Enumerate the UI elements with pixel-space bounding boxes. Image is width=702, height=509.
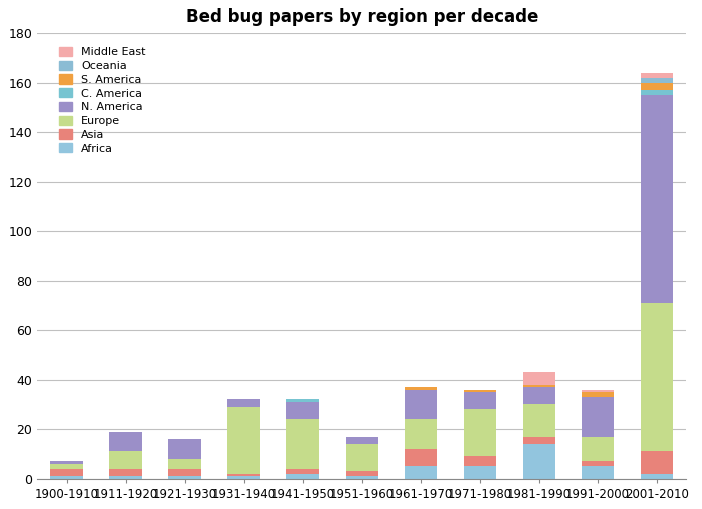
Bar bbox=[641, 474, 673, 478]
Bar bbox=[168, 476, 201, 478]
Title: Bed bug papers by region per decade: Bed bug papers by region per decade bbox=[185, 8, 538, 26]
Bar bbox=[463, 409, 496, 457]
Bar bbox=[522, 385, 555, 387]
Bar bbox=[345, 471, 378, 476]
Bar bbox=[641, 73, 673, 78]
Bar bbox=[110, 476, 142, 478]
Bar bbox=[286, 402, 319, 419]
Bar bbox=[641, 78, 673, 83]
Bar bbox=[582, 397, 614, 437]
Bar bbox=[404, 466, 437, 478]
Bar bbox=[641, 451, 673, 474]
Bar bbox=[345, 437, 378, 444]
Bar bbox=[286, 469, 319, 474]
Bar bbox=[51, 464, 83, 469]
Bar bbox=[404, 389, 437, 419]
Bar bbox=[522, 405, 555, 437]
Bar bbox=[522, 372, 555, 385]
Bar bbox=[404, 449, 437, 466]
Bar bbox=[641, 303, 673, 451]
Bar bbox=[110, 451, 142, 469]
Bar bbox=[463, 392, 496, 409]
Bar bbox=[641, 83, 673, 90]
Bar bbox=[582, 392, 614, 397]
Bar bbox=[227, 400, 260, 407]
Bar bbox=[404, 419, 437, 449]
Bar bbox=[168, 469, 201, 476]
Bar bbox=[51, 461, 83, 464]
Bar bbox=[110, 469, 142, 476]
Bar bbox=[582, 466, 614, 478]
Bar bbox=[286, 419, 319, 469]
Bar bbox=[51, 469, 83, 476]
Bar bbox=[641, 95, 673, 303]
Bar bbox=[522, 444, 555, 478]
Bar bbox=[582, 437, 614, 461]
Bar bbox=[168, 439, 201, 459]
Bar bbox=[404, 387, 437, 389]
Legend: Middle East, Oceania, S. America, C. America, N. America, Europe, Asia, Africa: Middle East, Oceania, S. America, C. Ame… bbox=[55, 43, 149, 157]
Bar bbox=[227, 474, 260, 476]
Bar bbox=[168, 459, 201, 469]
Bar bbox=[51, 476, 83, 478]
Bar bbox=[463, 466, 496, 478]
Bar bbox=[345, 476, 378, 478]
Bar bbox=[227, 476, 260, 478]
Bar bbox=[582, 389, 614, 392]
Bar bbox=[641, 90, 673, 95]
Bar bbox=[522, 437, 555, 444]
Bar bbox=[463, 457, 496, 466]
Bar bbox=[463, 389, 496, 392]
Bar bbox=[286, 474, 319, 478]
Bar bbox=[227, 407, 260, 474]
Bar bbox=[286, 400, 319, 402]
Bar bbox=[522, 387, 555, 405]
Bar bbox=[345, 444, 378, 471]
Bar bbox=[110, 432, 142, 451]
Bar bbox=[582, 461, 614, 466]
